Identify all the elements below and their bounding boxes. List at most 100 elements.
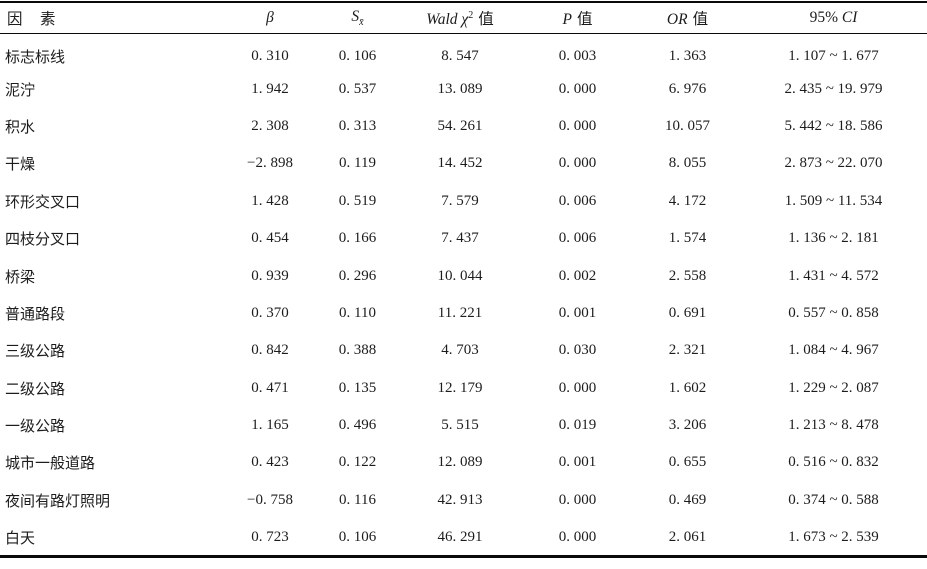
- cell-or: 4. 172: [668, 192, 707, 209]
- cell-or: 2. 321: [668, 342, 707, 359]
- col-header-wald: Wald χ2 值: [400, 2, 520, 34]
- cell-wald: 5. 515: [441, 417, 479, 434]
- cell-beta: 0. 842: [251, 342, 289, 359]
- cell-se: 0. 106: [338, 528, 377, 545]
- cell-beta: 0. 370: [251, 304, 289, 321]
- cell-p: 0. 000: [558, 117, 597, 134]
- cell-beta: 0. 454: [251, 230, 289, 247]
- cell-or: 8. 055: [668, 155, 707, 172]
- cell-factor: 一级公路: [5, 419, 66, 436]
- col-header-or: OR 值: [635, 2, 740, 34]
- ci-prefix: 95%: [809, 8, 839, 26]
- cell-ci: 1. 213 ~ 8. 478: [788, 417, 879, 434]
- table-row: 桥梁 0. 939 0. 296 10. 044 0. 002 2. 558 1. 431 …: [0, 257, 927, 294]
- wald-suffix: 值: [478, 10, 494, 28]
- table-row: 积水 2. 308 0. 313 54. 261 0. 000 10. 057 5. 442…: [0, 108, 927, 145]
- cell-beta: 1. 428: [251, 192, 289, 209]
- cell-beta: 0. 471: [251, 379, 289, 396]
- cell-wald: 11. 221: [437, 304, 483, 321]
- or-symbol: OR: [666, 10, 688, 28]
- table-row: 白天 0. 723 0. 106 46. 291 0. 000 2. 061 1. 673 …: [0, 519, 927, 556]
- cell-wald: 12. 089: [437, 454, 483, 471]
- cell-or: 0. 655: [668, 454, 707, 471]
- cell-beta: 0. 723: [251, 528, 289, 545]
- cell-ci: 1. 136 ~ 2. 181: [788, 230, 879, 247]
- cell-factor: 四枝分叉口: [5, 232, 81, 249]
- cell-factor: 积水: [5, 119, 36, 136]
- cell-se: 0. 388: [338, 342, 377, 359]
- cell-p: 0. 019: [558, 417, 597, 434]
- cell-se: 0. 119: [339, 155, 376, 172]
- cell-ci: 1. 229 ~ 2. 087: [788, 379, 879, 396]
- cell-p: 0. 000: [558, 491, 597, 508]
- table-row: 环形交叉口 1. 428 0. 519 7. 579 0. 006 4. 172 1. 50…: [0, 183, 927, 220]
- cell-p: 0. 000: [558, 528, 597, 545]
- p-suffix: 值: [576, 10, 593, 28]
- cell-factor: 夜间有路灯照明: [5, 493, 111, 510]
- cell-ci: 0. 374 ~ 0. 588: [788, 491, 879, 508]
- cell-p: 0. 001: [558, 454, 597, 471]
- cell-se: 0. 106: [338, 48, 377, 65]
- cell-se: 0. 496: [338, 417, 377, 434]
- cell-p: 0. 000: [558, 379, 597, 396]
- table-body: 标志标线 0. 310 0. 106 8. 547 0. 003 1. 363 1. 107…: [0, 33, 927, 556]
- table-row: 普通路段 0. 370 0. 110 11. 221 0. 001 0. 691 0. 55…: [0, 295, 927, 332]
- cell-factor: 普通路段: [5, 306, 66, 323]
- cell-factor: 白天: [5, 530, 36, 547]
- wald-squared: 2: [468, 9, 474, 21]
- cell-ci: 2. 435 ~ 19. 979: [784, 80, 883, 97]
- cell-wald: 46. 291: [437, 528, 483, 545]
- cell-wald: 8. 547: [441, 48, 479, 65]
- cell-p: 0. 006: [558, 230, 597, 247]
- cell-se: 0. 519: [338, 192, 377, 209]
- table-row: 四枝分叉口 0. 454 0. 166 7. 437 0. 006 1. 574 1. 13…: [0, 220, 927, 257]
- cell-beta: 1. 942: [251, 80, 289, 97]
- cell-p: 0. 030: [558, 342, 597, 359]
- cell-or: 2. 061: [668, 528, 707, 545]
- cell-beta: 0. 423: [251, 454, 289, 471]
- cell-wald: 13. 089: [437, 80, 483, 97]
- cell-wald: 12. 179: [437, 379, 483, 396]
- col-header-ci: 95% CI: [740, 2, 927, 34]
- cell-wald: 4. 703: [441, 342, 479, 359]
- table-row: 一级公路 1. 165 0. 496 5. 515 0. 019 3. 206 1. 213…: [0, 407, 927, 444]
- cell-or: 10. 057: [665, 117, 710, 134]
- cell-factor: 三级公路: [5, 344, 66, 361]
- cell-se: 0. 110: [339, 304, 376, 321]
- ci-symbol: CI: [841, 8, 858, 26]
- table-row: 城市一般道路 0. 423 0. 122 12. 089 0. 001 0. 655 0. …: [0, 444, 927, 481]
- cell-factor: 干燥: [5, 157, 36, 174]
- table-row: 干燥 −2. 898 0. 119 14. 452 0. 000 8. 055 2. 873…: [0, 145, 927, 182]
- table-row: 三级公路 0. 842 0. 388 4. 703 0. 030 2. 321 1. 084…: [0, 332, 927, 369]
- cell-ci: 1. 431 ~ 4. 572: [788, 267, 879, 284]
- table-row: 泥泞 1. 942 0. 537 13. 089 0. 000 6. 976 2. 435 …: [0, 70, 927, 107]
- cell-p: 0. 002: [558, 267, 597, 284]
- cell-beta: 0. 939: [251, 267, 289, 284]
- cell-se: 0. 122: [338, 454, 377, 471]
- cell-factor: 泥泞: [5, 82, 36, 99]
- cell-ci: 5. 442 ~ 18. 586: [784, 117, 883, 134]
- cell-p: 0. 000: [558, 155, 597, 172]
- cell-ci: 1. 107 ~ 1. 677: [788, 48, 879, 65]
- or-suffix: 值: [692, 10, 709, 28]
- cell-or: 3. 206: [668, 417, 707, 434]
- cell-factor: 标志标线: [5, 50, 66, 67]
- p-symbol: P: [562, 10, 572, 28]
- cell-p: 0. 001: [558, 304, 597, 321]
- cell-se: 0. 166: [338, 230, 377, 247]
- cell-se: 0. 313: [338, 117, 377, 134]
- cell-ci: 0. 516 ~ 0. 832: [788, 454, 879, 471]
- cell-ci: 1. 509 ~ 11. 534: [784, 192, 883, 209]
- col-header-se: Sx̄: [315, 2, 400, 34]
- cell-se: 0. 296: [338, 267, 377, 284]
- cell-wald: 7. 579: [441, 192, 479, 209]
- cell-beta: −2. 898: [247, 155, 293, 172]
- cell-ci: 2. 873 ~ 22. 070: [784, 155, 883, 172]
- cell-or: 1. 602: [668, 379, 707, 396]
- cell-or: 0. 691: [668, 304, 707, 321]
- beta-symbol: β: [266, 8, 274, 26]
